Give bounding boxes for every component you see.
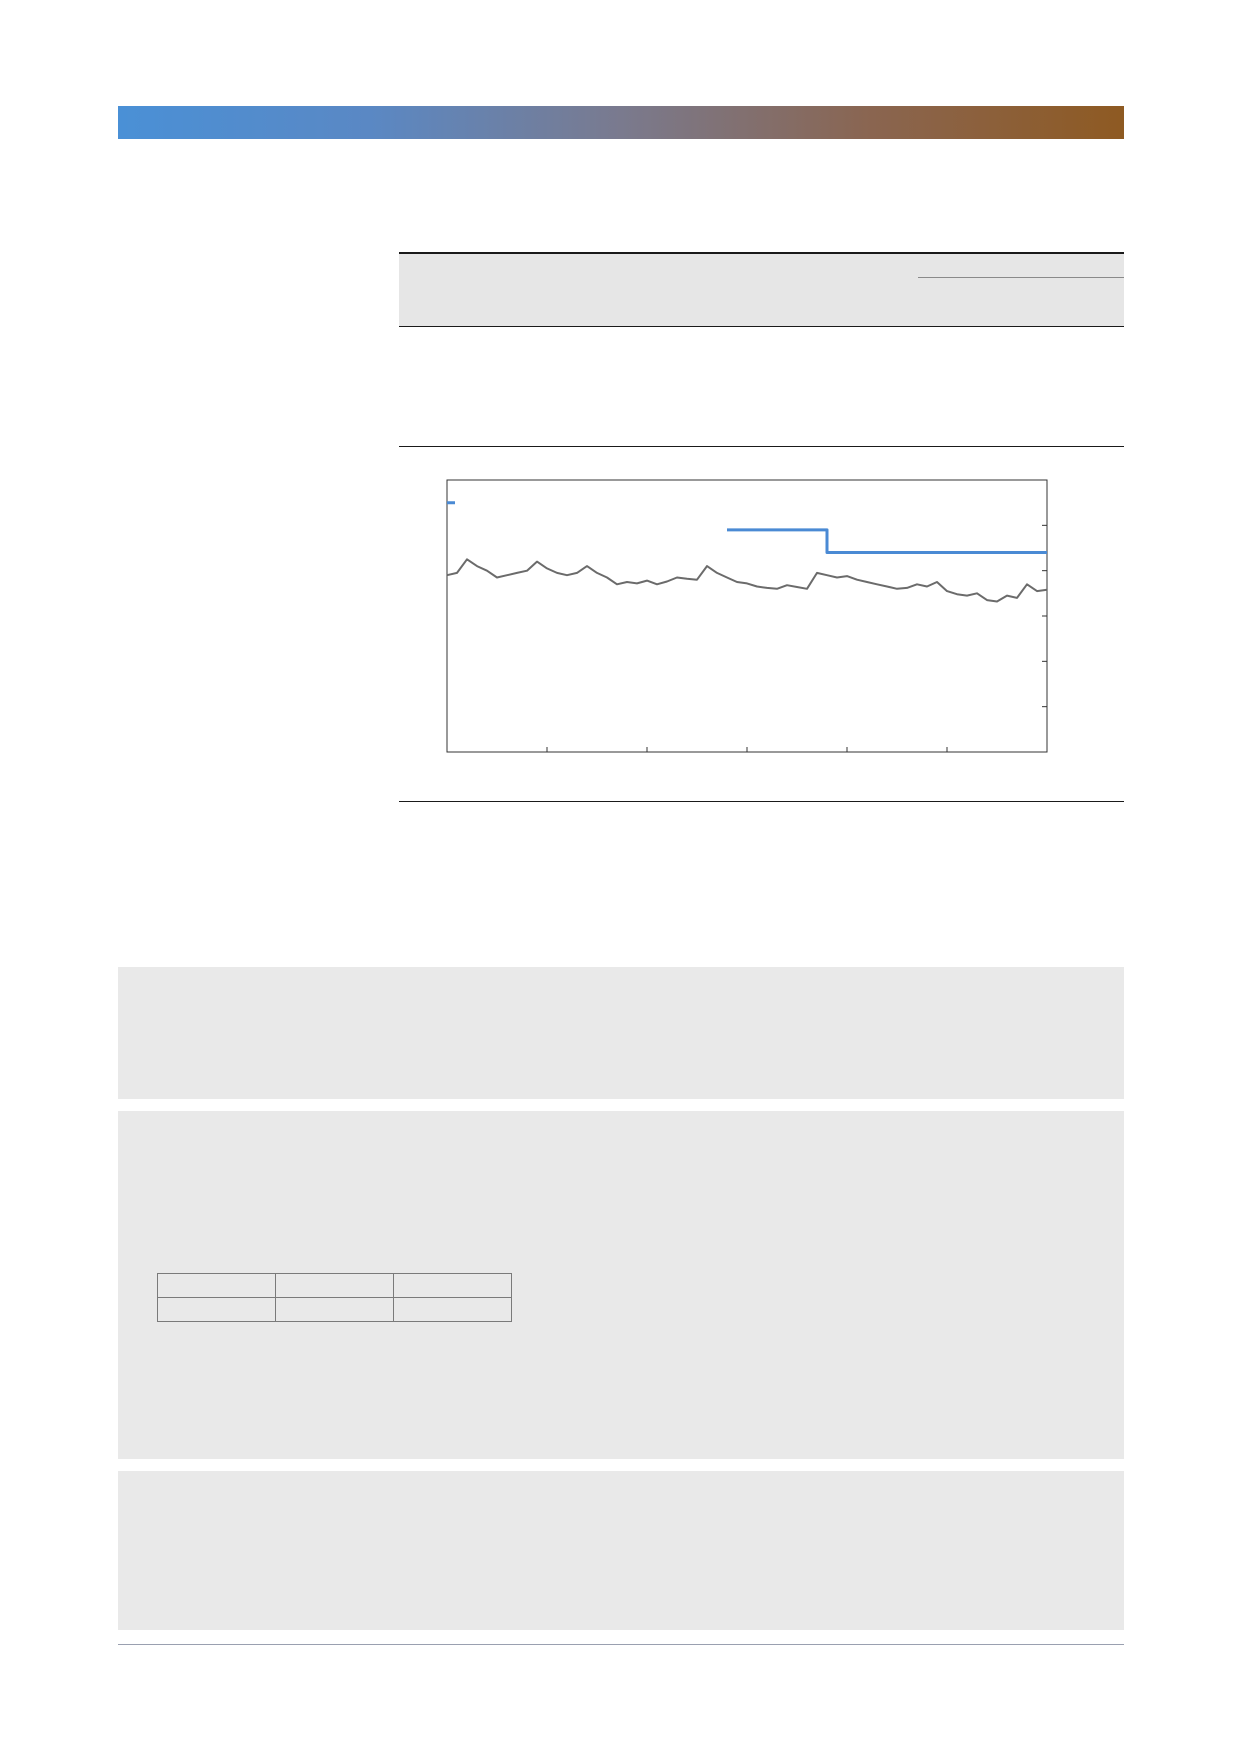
- table-mid-rule: [399, 446, 1124, 447]
- table-row: [157, 1297, 512, 1322]
- table-cell: [275, 1273, 394, 1298]
- table-bottom-rule: [399, 801, 1124, 802]
- info-panel-1: [118, 967, 1124, 1099]
- info-panel-3: [118, 1471, 1124, 1630]
- table-header-band: [399, 254, 1124, 326]
- table-subcolumn-rule: [918, 277, 1124, 278]
- table-row: [157, 1273, 512, 1298]
- info-panel-2: [118, 1111, 1124, 1459]
- chart-series-line-1: [447, 501, 1047, 554]
- table-cell: [157, 1273, 276, 1298]
- table-cell: [393, 1273, 512, 1298]
- chart-series-line-2: [446, 558, 1048, 603]
- footer-rule: [118, 1644, 1124, 1645]
- header-bar: [118, 106, 1124, 139]
- table-cell: [275, 1297, 394, 1322]
- mini-table: [157, 1273, 512, 1322]
- table-header-bottom-rule: [399, 326, 1124, 327]
- table-cell: [393, 1297, 512, 1322]
- table-cell: [157, 1297, 276, 1322]
- table-top-rule: [399, 252, 1124, 254]
- chart: [446, 479, 1048, 753]
- chart-plot-frame: [446, 479, 1048, 753]
